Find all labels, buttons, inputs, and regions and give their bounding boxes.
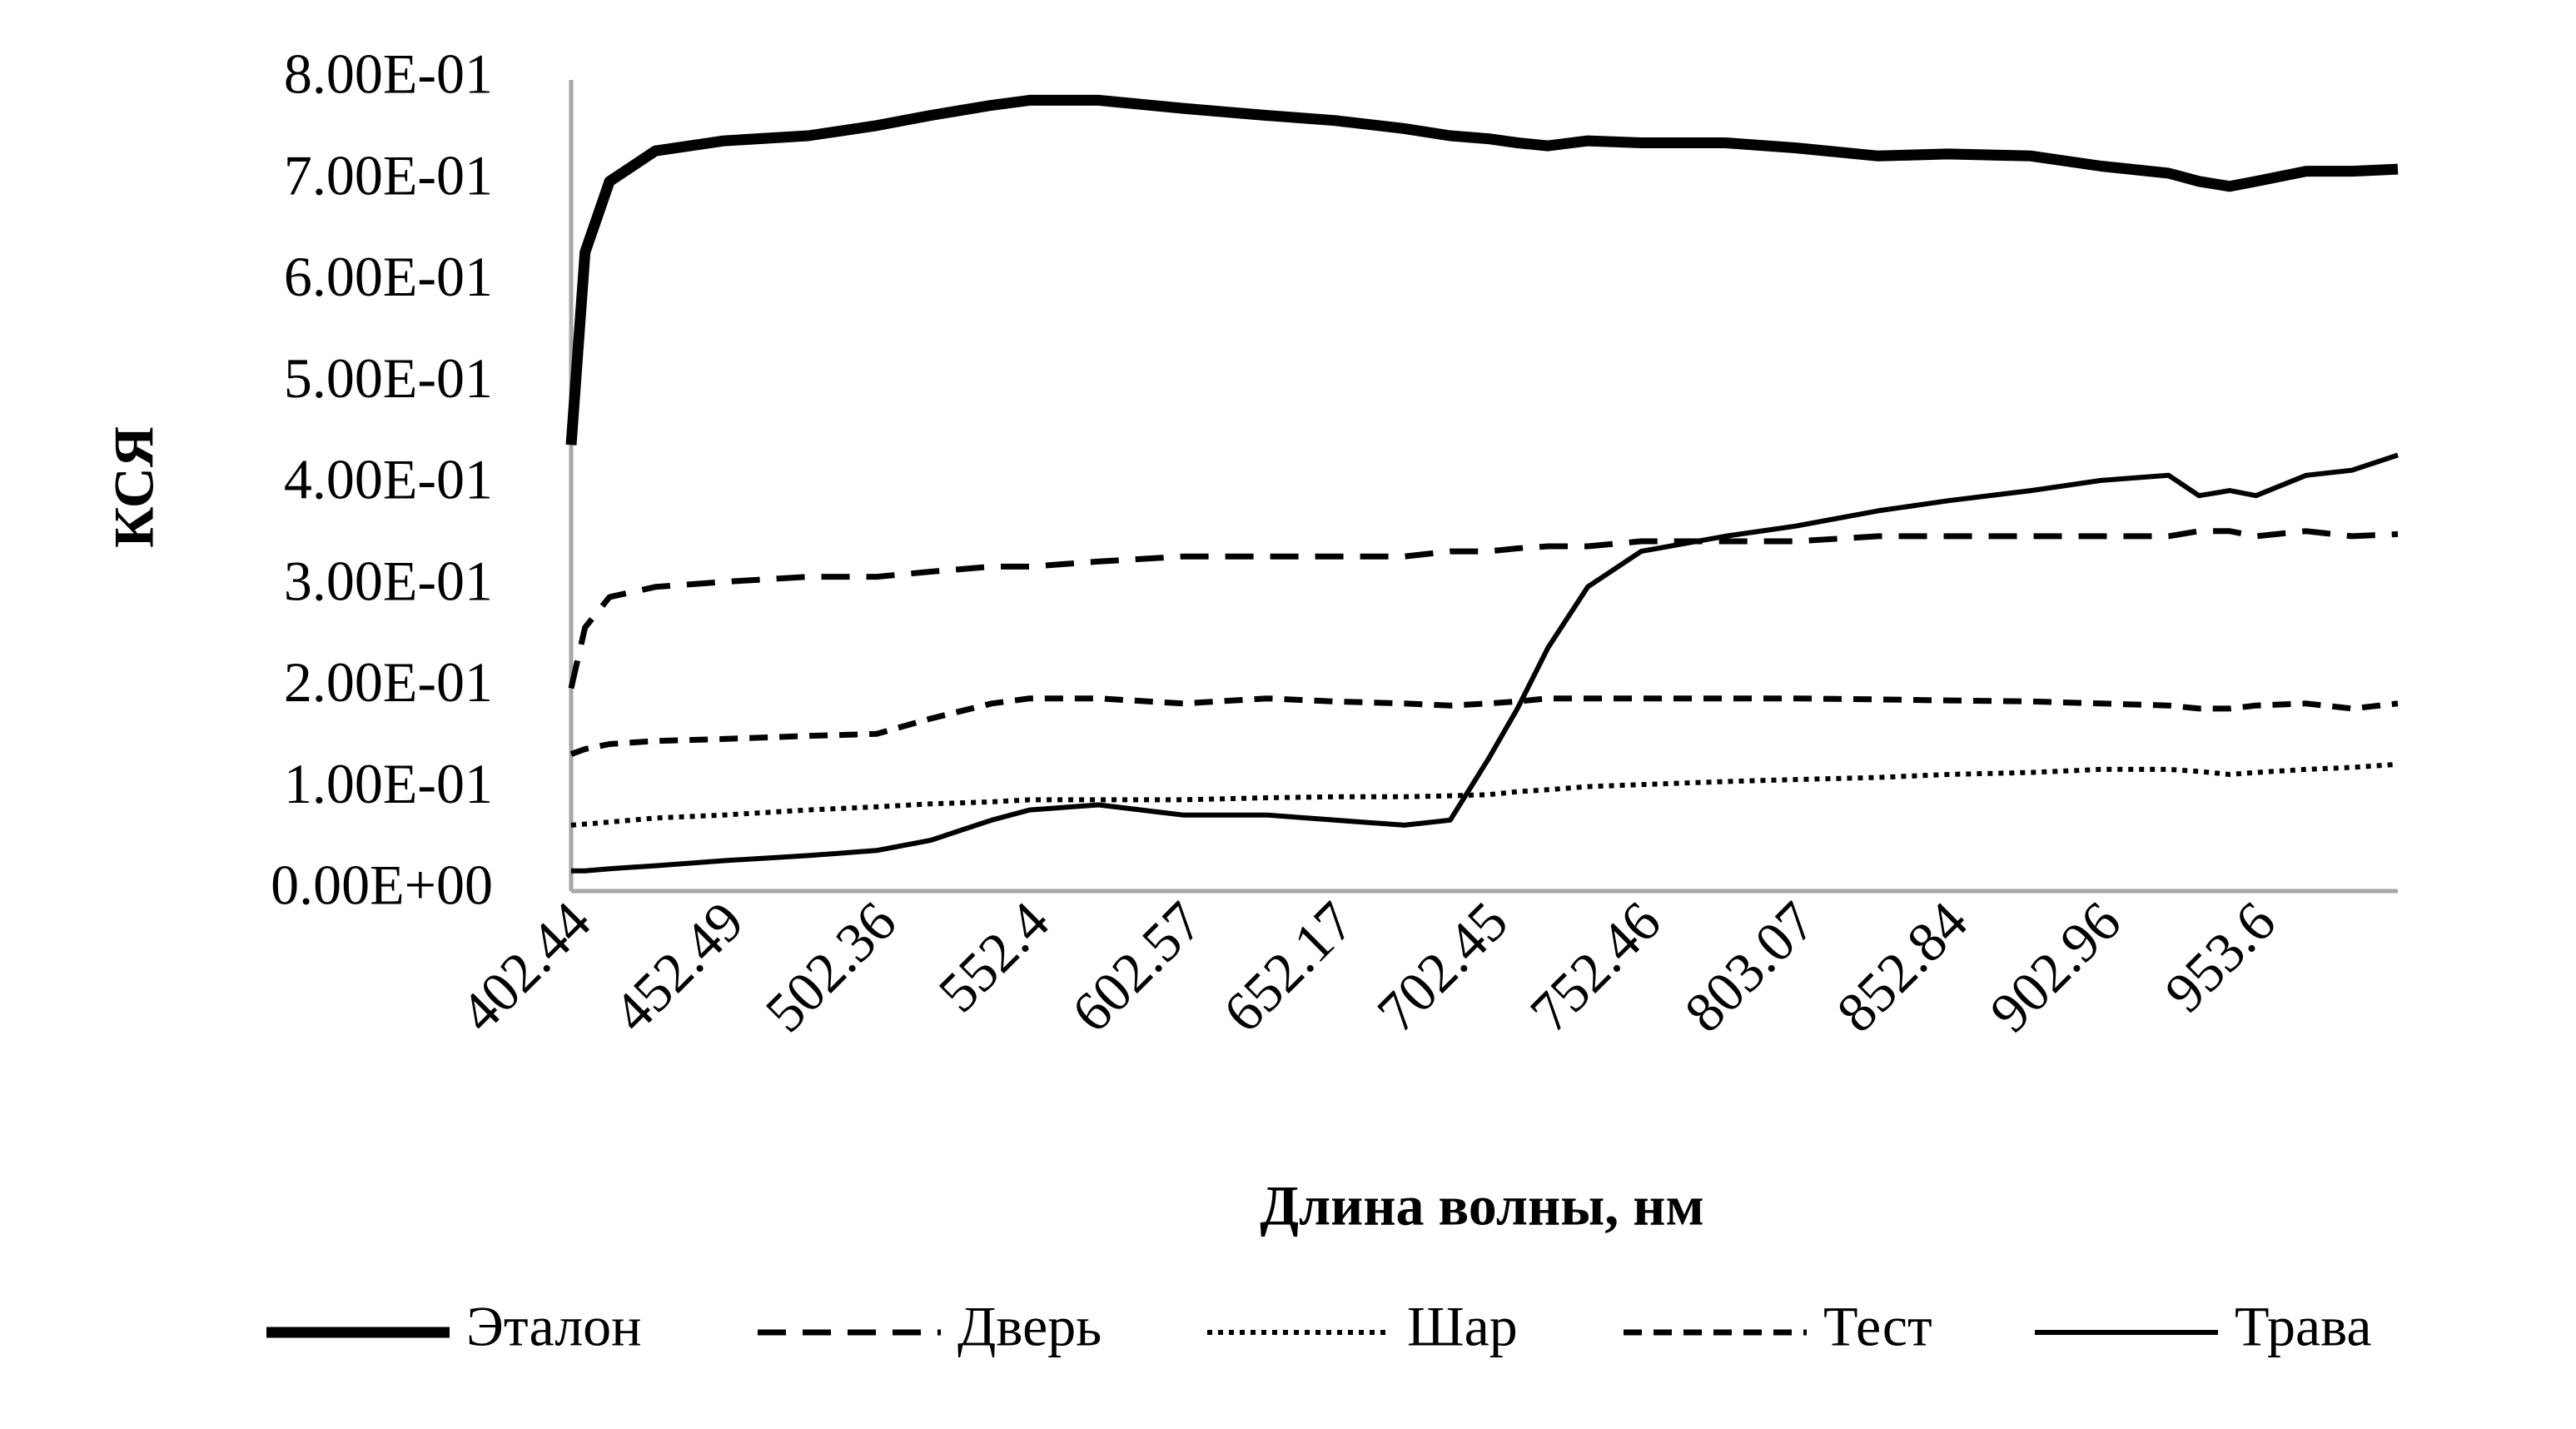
y-tick-label: 1.00E-01 — [284, 752, 493, 815]
x-tick-label: 902.96 — [1977, 889, 2132, 1044]
x-tick-label: 803.07 — [1673, 889, 1828, 1044]
x-tick-label: 652.17 — [1211, 889, 1366, 1044]
y-tick-label: 6.00E-01 — [284, 245, 493, 308]
x-tick-label: 852.84 — [1824, 889, 1979, 1044]
series-line — [565, 94, 2399, 446]
x-tick-label: 452.49 — [600, 889, 755, 1044]
x-tick-label: 752.46 — [1518, 889, 1673, 1044]
legend-label: Эталон — [466, 1295, 642, 1358]
y-tick-label: 8.00E-01 — [284, 42, 493, 106]
series-line — [571, 452, 2399, 874]
series-line — [569, 695, 2399, 757]
series-line — [570, 761, 2399, 828]
x-axis-title: Длина волны, нм — [1260, 1174, 1704, 1237]
x-tick-label: 953.6 — [2152, 889, 2287, 1024]
legend-label: Дверь — [957, 1295, 1102, 1358]
y-tick-label: 3.00E-01 — [284, 549, 493, 612]
x-tick-label: 552.4 — [926, 889, 1061, 1024]
x-tick-label: 702.45 — [1365, 889, 1519, 1044]
x-tick-label: 502.36 — [753, 889, 908, 1044]
y-tick-label: 0.00E+00 — [271, 854, 493, 917]
y-tick-label: 4.00E-01 — [284, 448, 493, 511]
y-tick-label: 7.00E-01 — [284, 143, 493, 207]
legend-label: Тест — [1823, 1295, 1932, 1358]
legend-label: Шар — [1407, 1295, 1518, 1358]
y-tick-label: 5.00E-01 — [284, 346, 493, 410]
series-line — [568, 528, 2399, 690]
y-tick-label: 2.00E-01 — [284, 650, 493, 714]
y-axis-title: КСЯ — [102, 426, 166, 548]
x-tick-label: 602.57 — [1059, 889, 1214, 1044]
legend-label: Трава — [2235, 1295, 2372, 1358]
